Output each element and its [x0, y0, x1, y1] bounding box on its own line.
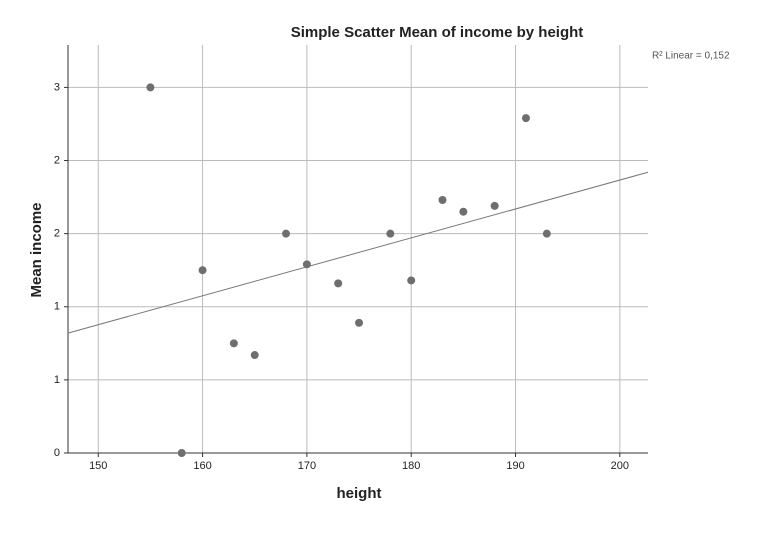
point — [198, 266, 207, 275]
x-axis-label: height — [337, 485, 382, 502]
x-tick-label: 150 — [89, 460, 107, 472]
y-tick-label: 3 — [54, 81, 60, 93]
point — [146, 83, 155, 92]
y-tick-label: 2 — [54, 228, 60, 240]
r2-annotation: R² Linear = 0,152 — [652, 51, 730, 62]
point — [521, 114, 530, 123]
y-tick-label: 2 — [54, 154, 60, 166]
x-tick-label: 190 — [506, 460, 524, 472]
point — [282, 229, 291, 238]
point — [459, 207, 468, 216]
x-tick-label: 170 — [298, 460, 316, 472]
x-tick-label: 180 — [402, 460, 420, 472]
fit-line — [67, 171, 649, 334]
point — [177, 449, 186, 457]
point — [355, 318, 364, 327]
point — [438, 196, 447, 205]
point — [250, 351, 259, 360]
y-tick-label: 0 — [54, 447, 60, 459]
point — [386, 229, 395, 238]
point — [542, 229, 551, 238]
x-tick-label: 160 — [193, 460, 211, 472]
y-tick-label: 1 — [54, 374, 60, 386]
point — [334, 279, 343, 288]
chart-title: Simple Scatter Mean of income by height — [291, 24, 584, 41]
x-tick-label: 200 — [611, 460, 629, 472]
point — [229, 339, 238, 348]
y-axis-label: Mean income — [28, 202, 45, 297]
point — [407, 276, 416, 285]
point — [490, 201, 499, 210]
y-tick-label: 1 — [54, 301, 60, 313]
point — [302, 260, 311, 269]
